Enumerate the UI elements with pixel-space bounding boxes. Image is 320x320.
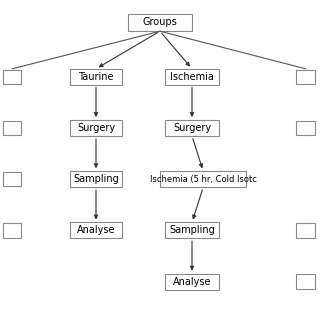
Text: Surgery: Surgery bbox=[173, 123, 211, 133]
Text: Sampling: Sampling bbox=[169, 225, 215, 236]
FancyBboxPatch shape bbox=[70, 120, 122, 136]
FancyBboxPatch shape bbox=[3, 69, 21, 84]
Text: Groups: Groups bbox=[143, 17, 177, 28]
FancyBboxPatch shape bbox=[3, 172, 21, 186]
FancyBboxPatch shape bbox=[296, 223, 315, 237]
FancyBboxPatch shape bbox=[296, 274, 315, 289]
FancyBboxPatch shape bbox=[296, 121, 315, 135]
Text: Ischemia (5 hr, Cold Isotc: Ischemia (5 hr, Cold Isotc bbox=[150, 175, 257, 184]
Text: Ischemia: Ischemia bbox=[170, 72, 214, 82]
FancyBboxPatch shape bbox=[165, 69, 219, 85]
FancyBboxPatch shape bbox=[3, 223, 21, 237]
Text: Analyse: Analyse bbox=[173, 276, 211, 287]
Text: Sampling: Sampling bbox=[73, 174, 119, 184]
FancyBboxPatch shape bbox=[128, 13, 192, 31]
FancyBboxPatch shape bbox=[165, 222, 219, 238]
Text: Taurine: Taurine bbox=[78, 72, 114, 82]
FancyBboxPatch shape bbox=[70, 171, 122, 187]
Text: Analyse: Analyse bbox=[77, 225, 115, 236]
FancyBboxPatch shape bbox=[3, 121, 21, 135]
FancyBboxPatch shape bbox=[165, 274, 219, 290]
FancyBboxPatch shape bbox=[165, 120, 219, 136]
Text: Surgery: Surgery bbox=[77, 123, 115, 133]
FancyBboxPatch shape bbox=[296, 69, 315, 84]
FancyBboxPatch shape bbox=[70, 222, 122, 238]
FancyBboxPatch shape bbox=[160, 171, 246, 187]
FancyBboxPatch shape bbox=[70, 69, 122, 85]
